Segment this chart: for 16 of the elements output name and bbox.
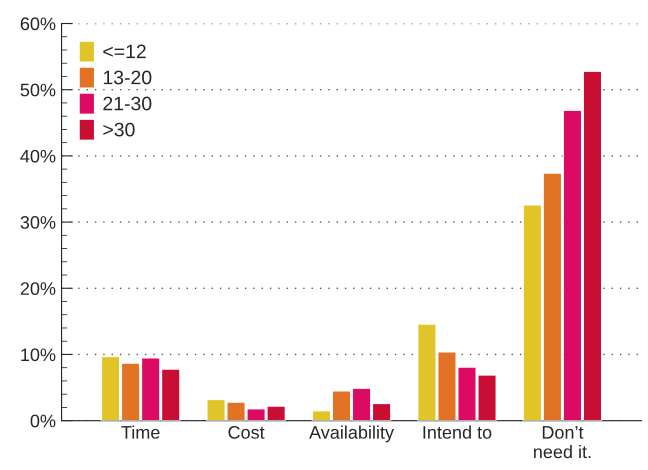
y-tick-label: 10% xyxy=(21,348,56,362)
legend-label: <=12 xyxy=(103,44,146,58)
y-tick-label: 0% xyxy=(30,414,56,428)
legend-label: 13-20 xyxy=(104,70,152,84)
x-tick-label: Time xyxy=(121,426,160,439)
y-tick-label: 60% xyxy=(20,17,56,30)
y-tick-label: 50% xyxy=(20,84,56,96)
x-tick-label: Intend to xyxy=(424,426,492,439)
y-tick-label: 20% xyxy=(20,282,56,295)
x-tick-label: Availability xyxy=(309,426,394,442)
legend-label: 21-30 xyxy=(103,96,152,110)
y-tick-label: 40% xyxy=(20,150,56,163)
x-tick-label: Don’t need it. xyxy=(534,426,590,458)
x-tick-label: Cost xyxy=(228,426,265,439)
legend-label: >30 xyxy=(103,122,135,136)
y-tick-label: 30% xyxy=(20,216,56,229)
